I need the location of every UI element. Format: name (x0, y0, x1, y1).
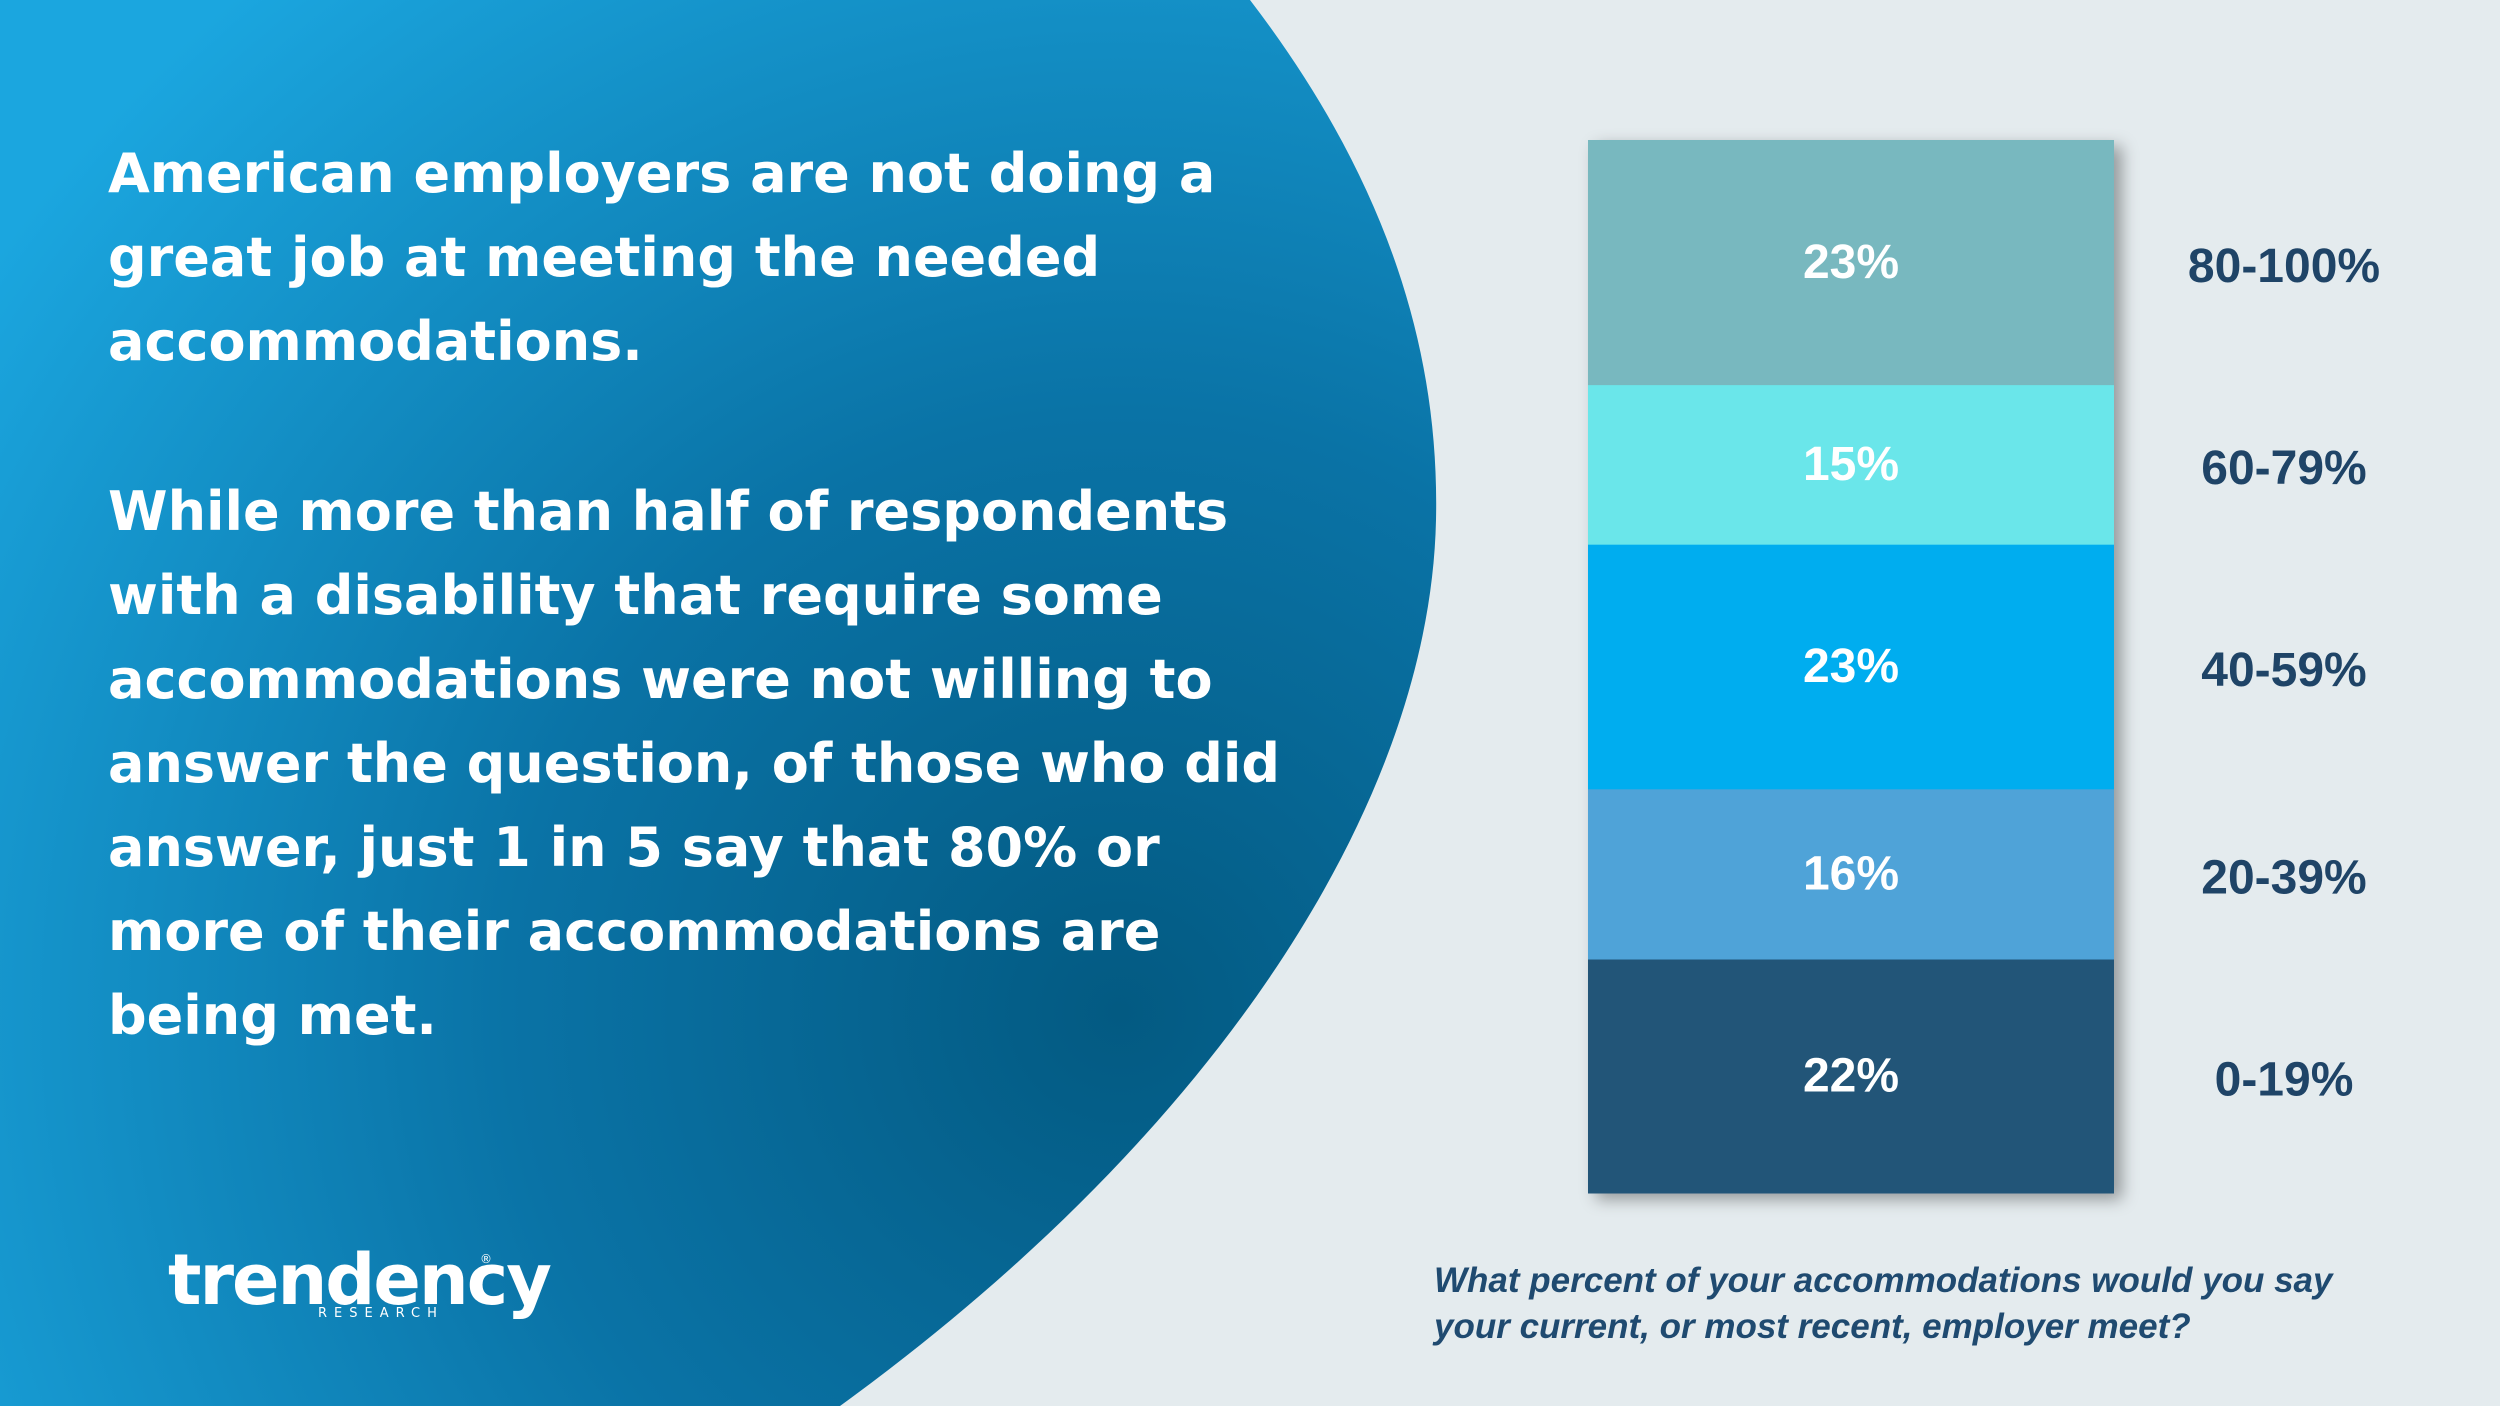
category-label: 80-100% (2188, 240, 2380, 293)
category-label: 40-59% (2201, 644, 2366, 697)
logo-registered: ® (480, 1252, 492, 1266)
bar-segment-80-100% (1588, 140, 2114, 386)
trendency-logo: trendency ® RESEARCH (168, 1240, 552, 1330)
bar-segment-60-79% (1588, 384, 2114, 545)
segment-value-label: 16% (1803, 847, 1899, 900)
category-label: 60-79% (2201, 442, 2366, 495)
body-text: While more than half of respondents with… (108, 480, 1281, 1047)
segment-value-label: 23% (1803, 236, 1899, 289)
headline: American employers are not doing a great… (108, 142, 1216, 373)
segment-value-label: 15% (1803, 438, 1899, 491)
bar-segment-0-19% (1588, 959, 2114, 1194)
segment-value-label: 22% (1803, 1050, 1899, 1103)
bar-segment-40-59% (1588, 544, 2114, 790)
logo-word: trendency (168, 1239, 552, 1321)
category-label: 0-19% (2215, 1054, 2354, 1107)
logo-subtitle: RESEARCH (318, 1306, 444, 1321)
segment-value-label: 23% (1803, 640, 1899, 693)
category-label: 20-39% (2201, 851, 2366, 904)
survey-question: What percent of your accommodations woul… (1434, 1261, 2333, 1346)
blue-panel (0, 0, 1437, 1406)
bar-segment-20-39% (1588, 788, 2114, 960)
